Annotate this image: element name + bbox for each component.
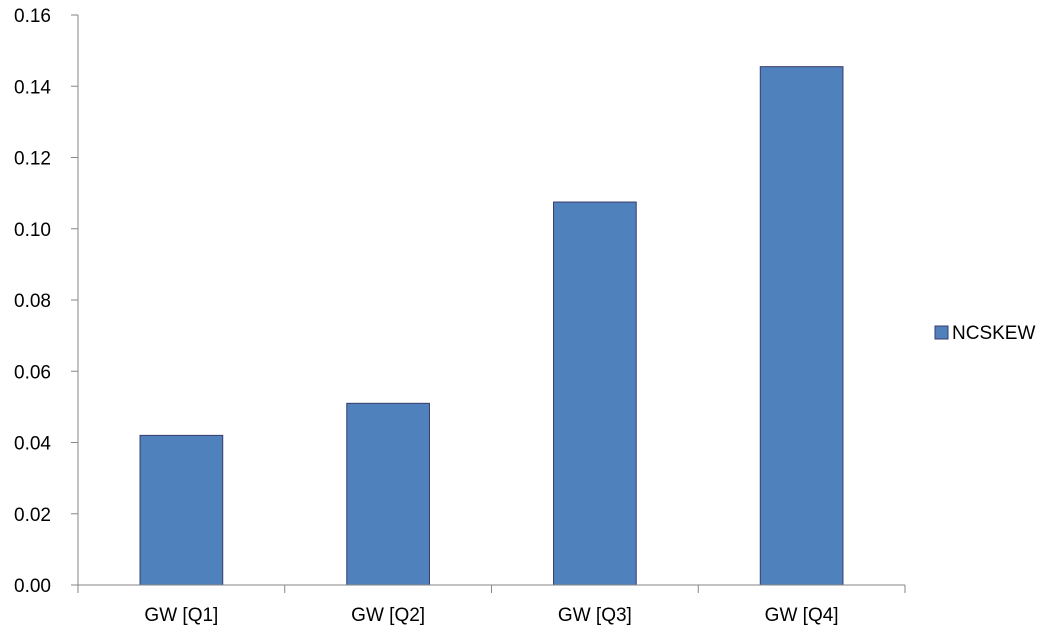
bar-gw-q1 — [139, 434, 224, 586]
bar-series — [139, 66, 844, 586]
y-tick-label: 0.16 — [14, 6, 51, 27]
x-tick-label: GW [Q1] — [144, 605, 218, 626]
y-tick-label: 0.14 — [14, 77, 51, 98]
y-axis-ticks: 0.00 0.02 0.04 0.06 0.08 0.10 0.12 0.14 0.16 — [14, 6, 78, 597]
y-tick-label: 0.08 — [14, 291, 51, 312]
bar-gw-q2 — [346, 402, 430, 586]
y-tick-label: 0.04 — [14, 434, 51, 455]
bar-gw-q4 — [759, 66, 844, 586]
y-tick-label: 0.10 — [14, 220, 51, 241]
axes — [77, 15, 905, 586]
y-tick-label: 0.06 — [14, 362, 51, 383]
x-tick-label: GW [Q3] — [558, 605, 632, 626]
y-tick-label: 0.00 — [14, 576, 51, 597]
x-tick-label: GW [Q2] — [351, 605, 425, 626]
legend-label-ncskew: NCSKEW — [952, 323, 1035, 344]
legend: NCSKEW — [934, 323, 1035, 344]
x-tick-label: GW [Q4] — [765, 605, 839, 626]
bar-gw-q3 — [553, 201, 637, 586]
legend-swatch-ncskew — [934, 325, 949, 340]
y-tick-label: 0.02 — [14, 505, 51, 526]
y-tick-label: 0.12 — [14, 149, 51, 170]
x-axis-ticks: GW [Q1] GW [Q2] GW [Q3] GW [Q4] — [77, 585, 906, 626]
